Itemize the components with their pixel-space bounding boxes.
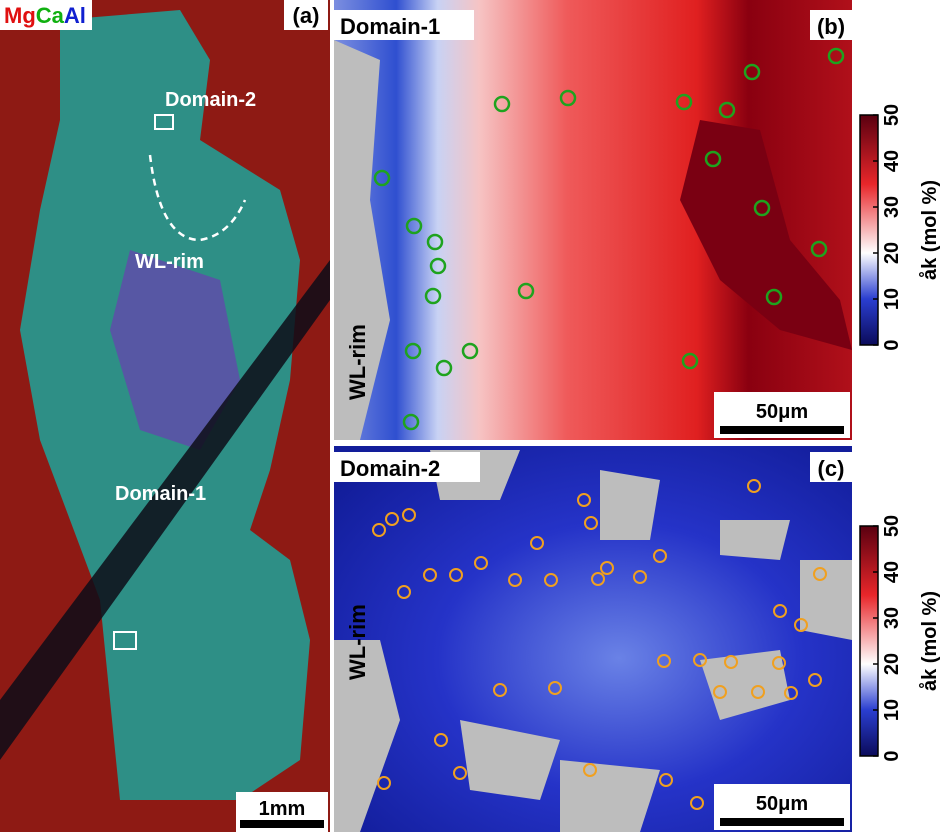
- panel-title: Domain-2: [340, 456, 440, 481]
- legend-box: [0, 0, 92, 30]
- legend-al: Al: [64, 3, 86, 28]
- title-box: [334, 452, 480, 482]
- domain-label: Domain-2: [165, 89, 256, 111]
- colorbar: [859, 525, 879, 757]
- panel-a: MgCaAl (a) Domain-2 WL-rim Domain-1 1mm: [0, 0, 330, 832]
- colorbar-tick-label: 50: [881, 515, 903, 537]
- domain-box: [154, 114, 174, 130]
- colorbar: [859, 114, 879, 346]
- colorbar-tick-label: 20: [881, 653, 903, 675]
- spot-markers: [373, 47, 845, 431]
- domain-box: [113, 631, 137, 650]
- panel-b: Domain-1 (b) WL-rim 50μm: [334, 0, 852, 440]
- panel-label: (c): [818, 456, 845, 481]
- colorbar-tick-label: 30: [881, 196, 903, 218]
- title-box: [334, 10, 474, 40]
- zone: [680, 120, 852, 350]
- domain-label: Domain-1: [115, 483, 206, 505]
- colorbar-tick-label: 10: [881, 288, 903, 310]
- panel-c: Domain-2 (c) WL-rim 50μm: [334, 446, 852, 832]
- colorbar-label: åk (mol %): [918, 180, 941, 280]
- legend: MgCaAl: [4, 3, 86, 28]
- legend-mg: Mg: [4, 3, 36, 28]
- colorbar-tick-label: 40: [881, 150, 903, 172]
- colorbar-tick-label: 50: [881, 104, 903, 126]
- colorbar-label: åk (mol %): [918, 591, 941, 691]
- colorbar-tick-label: 10: [881, 699, 903, 721]
- colorbar-tick-label: 40: [881, 561, 903, 583]
- panel-label: (b): [817, 14, 845, 39]
- crack: [0, 260, 330, 760]
- scale-bar: [720, 426, 844, 434]
- panel-label: (a): [293, 3, 320, 28]
- scale-bar: [720, 818, 844, 826]
- rim-label: WL-rim: [345, 324, 370, 400]
- grain-zone: [110, 250, 240, 450]
- scale-label: 50μm: [756, 793, 808, 815]
- colorbar-tick-label: 20: [881, 242, 903, 264]
- label-box: [810, 10, 852, 40]
- panel-title: Domain-1: [340, 14, 440, 39]
- void: [334, 40, 390, 440]
- scale-label: 50μm: [756, 401, 808, 423]
- colorbar-tick-label: 0: [881, 750, 903, 761]
- colorbar-tick-label: 30: [881, 607, 903, 629]
- scale-bar: [240, 820, 324, 828]
- scale-label: 1mm: [259, 798, 306, 820]
- rim-outline: [148, 154, 247, 242]
- colorbars: 0 10 20 30 40 50 åk (mol %) 0 10 20 30 40 50 åk (mol …: [859, 104, 941, 762]
- colorbar-tick-label: 0: [881, 339, 903, 350]
- spot-markers: [372, 479, 827, 810]
- label-box: [284, 0, 328, 30]
- label-box: [810, 452, 852, 482]
- rim-label: WL-rim: [135, 251, 204, 273]
- legend-ca: Ca: [36, 3, 65, 28]
- rim-label: WL-rim: [345, 604, 370, 680]
